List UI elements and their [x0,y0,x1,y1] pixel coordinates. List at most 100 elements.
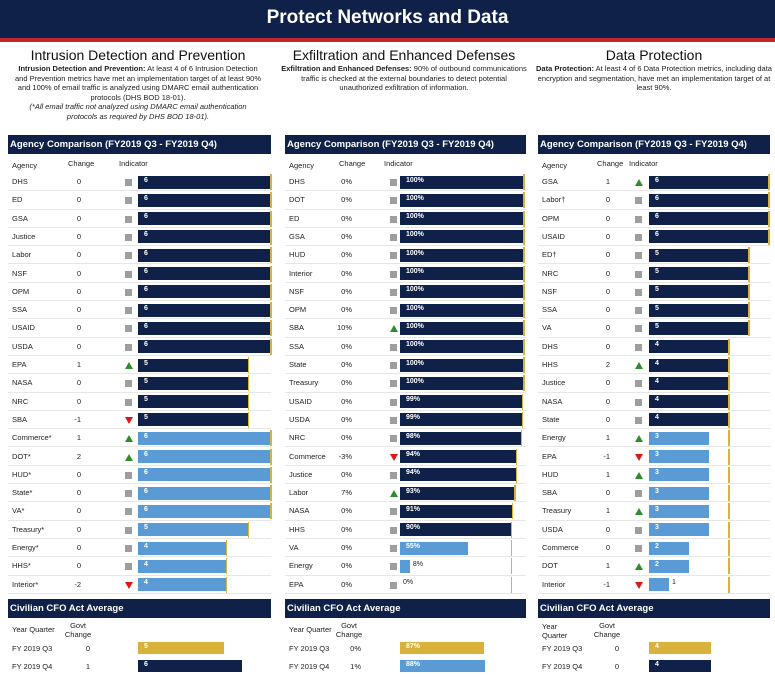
no-change-icon [390,471,397,479]
no-change-icon [635,307,642,315]
target-marker [270,228,272,245]
govt-label: Govt [341,621,357,630]
target-marker [510,576,513,593]
target-marker [523,375,525,392]
indicator-bar: 6 [138,321,271,335]
target-marker [515,466,518,483]
row-divider [285,592,526,594]
bar-label: 100% [406,286,424,294]
target-marker [748,247,750,264]
agency-name: DOT* [12,451,31,461]
indicator-bar: 6 [138,230,271,244]
bar-label: 6 [655,213,659,221]
row-divider [538,373,770,375]
target-marker [270,430,272,447]
change-value: 0 [605,323,610,333]
target-marker [728,375,730,392]
up-arrow-icon [635,362,643,369]
govt-change-value: 1 [85,661,90,671]
bar-label: 4 [144,560,148,568]
indicator-bar: 4 [138,578,227,592]
bar-label: 5 [144,414,148,422]
target-marker [270,210,272,227]
target-marker [748,265,750,282]
target-marker [768,174,770,190]
agency-name: VA [289,543,299,552]
no-change-icon [125,325,132,333]
change-value: 0 [76,506,81,516]
no-change-icon [635,197,642,205]
no-change-icon [125,270,132,278]
no-change-icon [390,288,397,296]
govt-change-header: Govt Change [329,621,369,639]
agency-name: NRC [12,396,29,406]
table-row: Treasury 0% 100% [285,374,526,393]
agency-name: EPA [542,451,557,461]
agency-name: ED [289,213,300,223]
bar-label: 6 [655,231,659,239]
row-divider [8,391,271,393]
indicator-bar: 6 [138,212,271,226]
indicator-column-header: Indicator [119,159,148,168]
indicator-bar: 4 [649,413,729,427]
agency-name: OPM [289,305,307,315]
bar-label: 90% [406,524,421,532]
govt-label: Govt [599,621,615,630]
table-row: DOT 0% 100% [285,191,526,210]
bar-label: 4 [144,579,148,587]
row-divider [285,336,526,338]
indicator-bar: 55% [400,541,469,555]
row-divider [8,428,271,430]
agency-name: SSA [289,341,305,351]
bar-label: 100% [406,194,424,202]
indicator-bar: 4 [138,559,227,573]
row-divider [285,409,526,411]
bar-label: 6 [144,249,148,257]
target-marker [520,430,523,447]
change-value: 0 [605,396,610,406]
table-row: DHS 0% 100% [285,173,526,192]
change-value: 0% [341,250,352,260]
no-change-icon [125,545,132,552]
no-change-icon [635,343,642,351]
agency-name: NSF [12,268,27,278]
indicator-bar: 6 [138,248,271,262]
table-row: USAID 0% 99% [285,393,526,411]
row-divider [285,556,526,558]
section-description: Data Protection: At least 4 of 6 Data Pr… [530,64,775,93]
no-change-icon [390,252,397,260]
row-divider [538,483,770,485]
no-change-icon [635,545,642,552]
agency-name: HHS* [12,561,31,571]
table-row: State* 0 6 [8,484,272,503]
bar-label: 6 [144,268,148,275]
govt-change-value: 0 [614,661,619,671]
agency-column-header: Agency [12,161,38,170]
table-row: NSF 0% 100% [285,283,526,302]
change-value: 1 [605,433,610,443]
change-value: -1 [603,451,610,461]
change-value: -2 [74,579,81,589]
indicator-bar: 100% [400,193,524,207]
table-row: USDA 0 6 [8,338,272,356]
table-row: OPM 0% 100% [285,301,526,320]
table-row: Energy 0% 8% [285,557,526,576]
table-row: State 0% 100% [285,356,526,375]
no-change-icon [635,252,642,260]
indicator-bar: 8% [400,559,423,573]
no-change-icon [390,179,397,186]
change-value: 0 [76,323,81,333]
indicator-bar: 5 [649,303,749,317]
row-divider [285,226,526,228]
table-row: GSA 0% 100% [285,228,526,247]
indicator-bar: 6 [138,431,271,445]
indicator-bar: 6 [138,468,271,482]
year-quarter-header: Year Quarter [289,625,332,634]
agency-name: Labor [289,488,309,498]
row-divider [538,574,770,576]
target-marker [728,430,730,447]
no-change-icon [125,252,132,260]
table-row: Energy* 0 4 [8,539,271,558]
no-change-icon [390,307,397,315]
quarter-name: FY 2019 Q3 [542,644,583,653]
